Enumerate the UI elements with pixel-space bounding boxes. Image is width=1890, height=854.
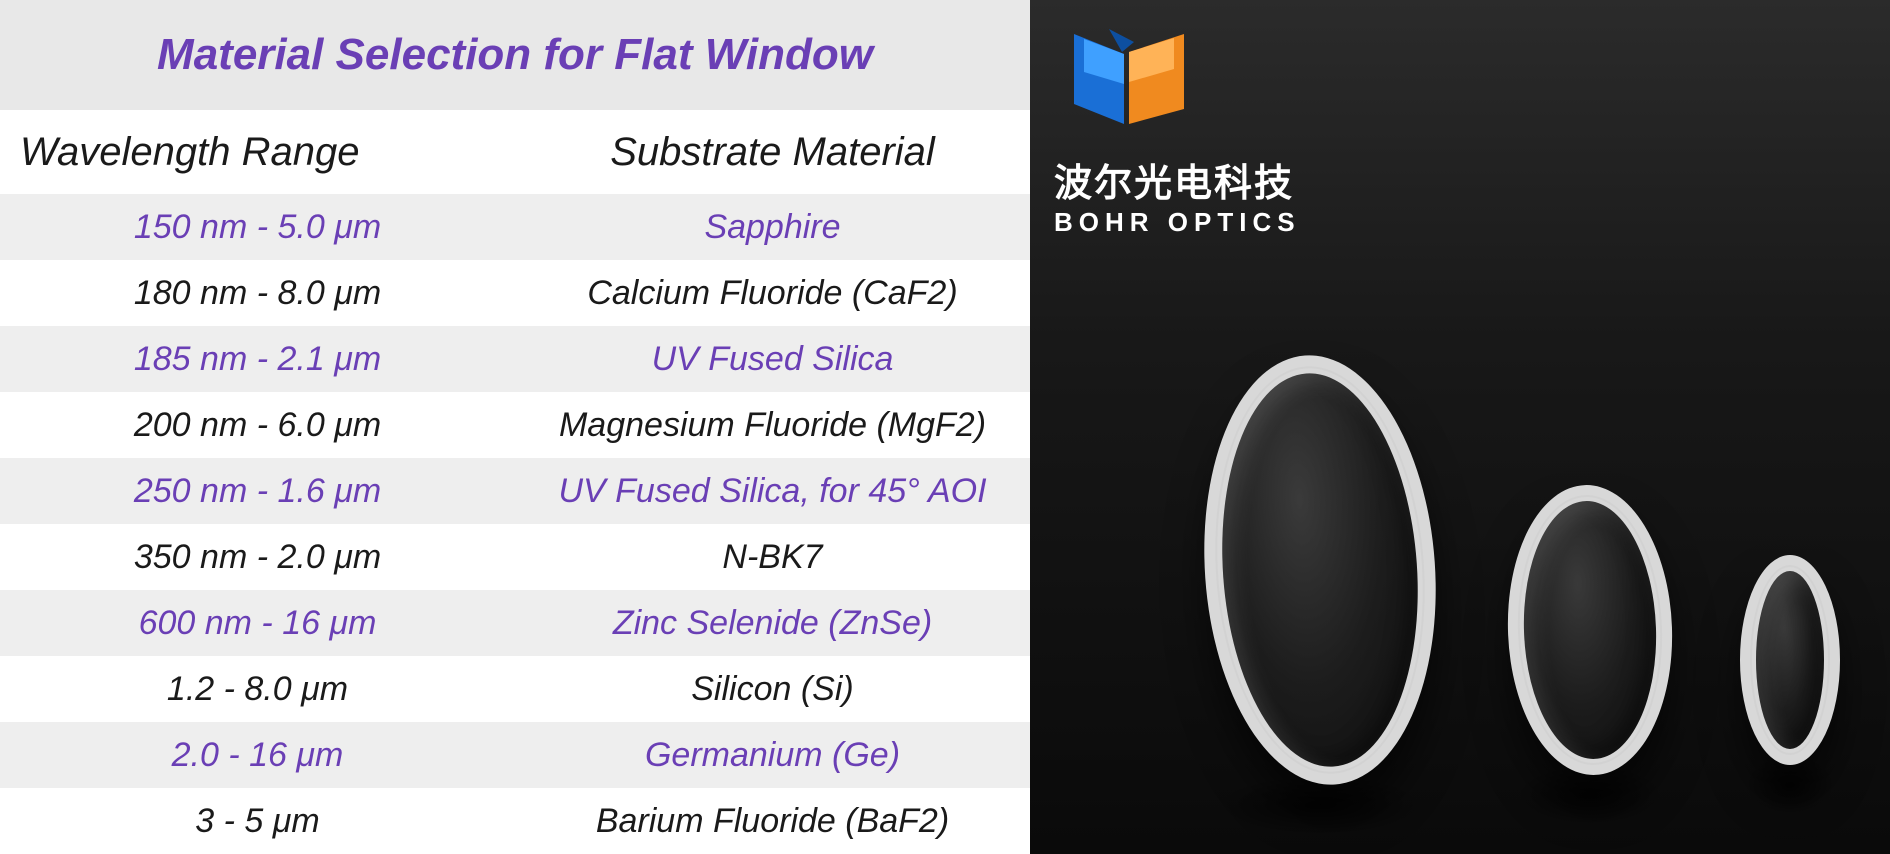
cell-wavelength: 2.0 - 16 μm	[0, 722, 515, 788]
table-title: Material Selection for Flat Window	[0, 0, 1030, 110]
table-row: 1.2 - 8.0 μmSilicon (Si)	[0, 656, 1030, 722]
cell-material: Barium Fluoride (BaF2)	[515, 788, 1030, 854]
cell-material: Sapphire	[515, 194, 1030, 260]
table-row: 185 nm - 2.1 μmUV Fused Silica	[0, 326, 1030, 392]
cell-wavelength: 350 nm - 2.0 μm	[0, 524, 515, 590]
logo-text-chinese: 波尔光电科技	[1054, 152, 1301, 207]
cell-material: Magnesium Fluoride (MgF2)	[515, 392, 1030, 458]
table-row: 200 nm - 6.0 μmMagnesium Fluoride (MgF2)	[0, 392, 1030, 458]
cell-wavelength: 185 nm - 2.1 μm	[0, 326, 515, 392]
cell-wavelength: 3 - 5 μm	[0, 788, 515, 854]
cell-material: UV Fused Silica	[515, 326, 1030, 392]
lens-inner-edge	[1750, 565, 1831, 756]
product-photo-panel: 波尔光电科技 BOHR OPTICS	[1030, 0, 1890, 854]
logo-mark-icon	[1054, 24, 1224, 144]
table-row: 600 nm - 16 μmZinc Selenide (ZnSe)	[0, 590, 1030, 656]
cell-wavelength: 150 nm - 5.0 μm	[0, 194, 515, 260]
cell-material: UV Fused Silica, for 45° AOI	[515, 458, 1030, 524]
cell-wavelength: 180 nm - 8.0 μm	[0, 260, 515, 326]
table-row: 350 nm - 2.0 μmN-BK7	[0, 524, 1030, 590]
table-row: 150 nm - 5.0 μmSapphire	[0, 194, 1030, 260]
logo-text-english: BOHR OPTICS	[1054, 207, 1301, 238]
cell-wavelength: 600 nm - 16 μm	[0, 590, 515, 656]
optical-window-lens	[1503, 482, 1677, 778]
table-header-row: Wavelength Range Substrate Material	[0, 110, 1030, 194]
header-material: Substrate Material	[515, 110, 1030, 194]
cell-wavelength: 200 nm - 6.0 μm	[0, 392, 515, 458]
cell-material: Zinc Selenide (ZnSe)	[515, 590, 1030, 656]
table-row: 250 nm - 1.6 μmUV Fused Silica, for 45° …	[0, 458, 1030, 524]
cell-material: Calcium Fluoride (CaF2)	[515, 260, 1030, 326]
table-title-text: Material Selection for Flat Window	[157, 30, 873, 80]
cell-material: N-BK7	[515, 524, 1030, 590]
table-row: 2.0 - 16 μmGermanium (Ge)	[0, 722, 1030, 788]
company-logo: 波尔光电科技 BOHR OPTICS	[1054, 24, 1301, 238]
cell-wavelength: 250 nm - 1.6 μm	[0, 458, 515, 524]
cell-wavelength: 1.2 - 8.0 μm	[0, 656, 515, 722]
header-wavelength: Wavelength Range	[0, 110, 515, 194]
table-row: 3 - 5 μmBarium Fluoride (BaF2)	[0, 788, 1030, 854]
cell-material: Silicon (Si)	[515, 656, 1030, 722]
table-body: 150 nm - 5.0 μmSapphire180 nm - 8.0 μmCa…	[0, 194, 1030, 854]
table-row: 180 nm - 8.0 μmCalcium Fluoride (CaF2)	[0, 260, 1030, 326]
material-table-panel: Material Selection for Flat Window Wavel…	[0, 0, 1030, 854]
optical-window-lens	[1740, 555, 1840, 765]
cell-material: Germanium (Ge)	[515, 722, 1030, 788]
optical-window-lens	[1190, 348, 1449, 793]
